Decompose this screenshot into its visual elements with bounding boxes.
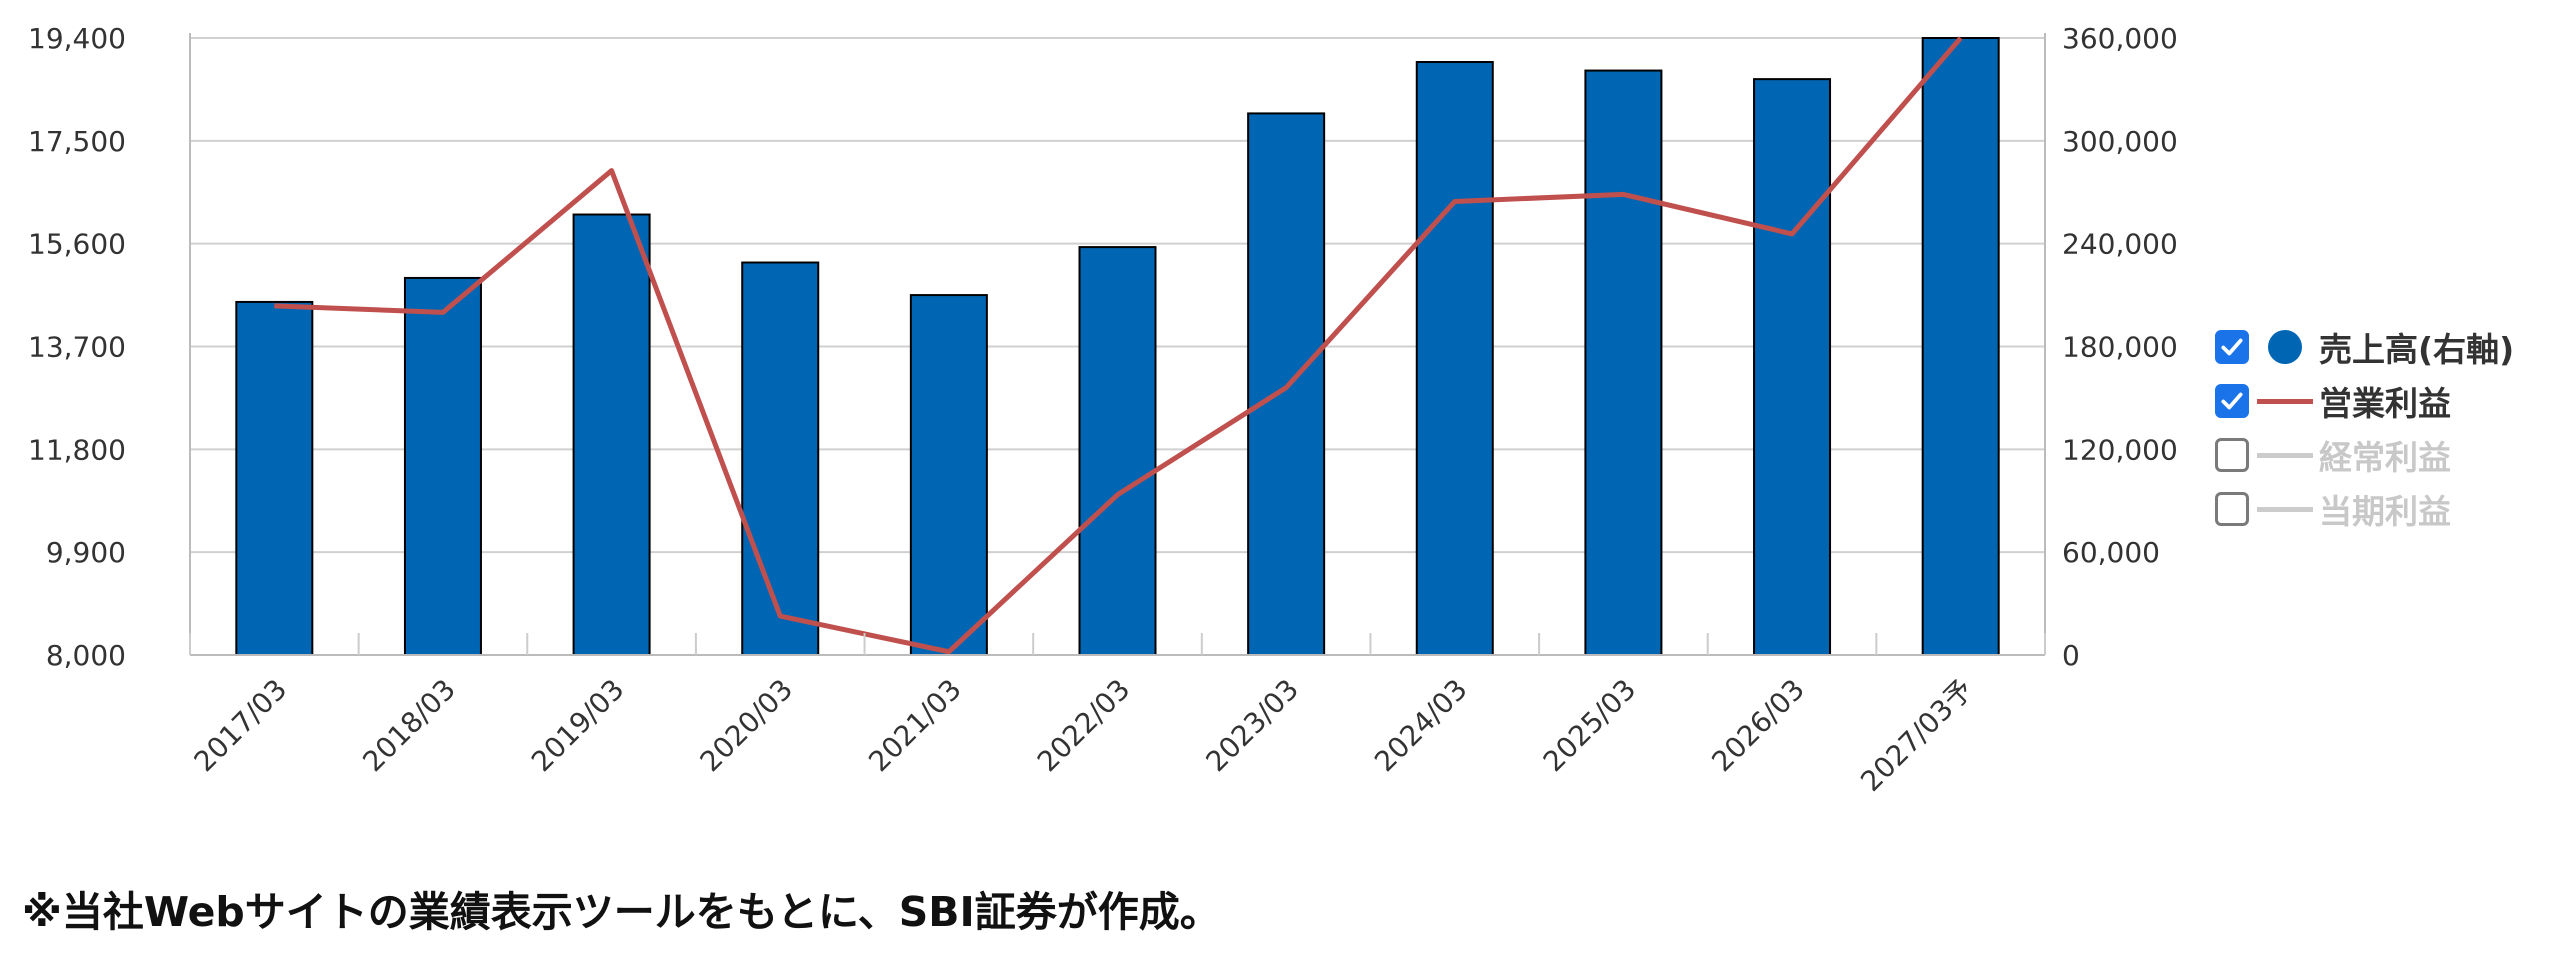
line-marker-icon (2257, 452, 2313, 458)
legend-symbol-ordinary-profit (2257, 438, 2313, 472)
line-marker-icon (2257, 506, 2313, 512)
bar (235, 300, 314, 656)
bar (572, 213, 651, 656)
legend-item-sales[interactable]: 売上高(右軸) (2215, 320, 2514, 374)
bar (403, 276, 482, 656)
legend-label-net-profit: 当期利益 (2319, 492, 2451, 531)
bar (1584, 69, 1663, 656)
legend-checkbox-operating-profit[interactable] (2215, 384, 2249, 418)
right-axis-ticks: 0 60,000 120,000 180,000 240,000 300,000 360,0… (2062, 22, 2178, 672)
legend-item-ordinary-profit[interactable]: 経常利益 (2215, 428, 2514, 482)
circle-marker-icon (2268, 330, 2302, 364)
bar-series-sales (235, 37, 2000, 656)
bar (1415, 60, 1494, 656)
legend-symbol-net-profit (2257, 492, 2313, 526)
left-tick-label: 13,700 (28, 331, 126, 364)
legend-symbol-operating-profit (2257, 384, 2313, 418)
axes (189, 33, 2046, 656)
line-series-operating-profit (274, 36, 1963, 655)
left-tick-label: 8,000 (46, 639, 126, 672)
bar (1921, 37, 2000, 656)
legend-item-operating-profit[interactable]: 営業利益 (2215, 374, 2514, 428)
x-tick-label: 2022/03 (1031, 673, 1137, 779)
x-tick-label: 2017/03 (188, 673, 294, 779)
right-tick-label: 0 (2062, 639, 2080, 672)
legend-label-sales: 売上高(右軸) (2319, 330, 2515, 369)
legend-checkbox-net-profit[interactable] (2215, 492, 2249, 526)
right-tick-label: 180,000 (2062, 331, 2178, 364)
legend-label-ordinary-profit: 経常利益 (2319, 438, 2451, 477)
legend-label-operating-profit: 営業利益 (2319, 384, 2451, 423)
bar (909, 294, 988, 656)
x-tick-label: 2025/03 (1537, 673, 1643, 779)
legend-checkbox-ordinary-profit[interactable] (2215, 438, 2249, 472)
bar (1753, 78, 1832, 656)
line-marker-icon (2257, 398, 2313, 404)
left-tick-label: 11,800 (28, 433, 126, 466)
left-axis-ticks: 8,000 9,900 11,800 13,700 15,600 17,500 19,400 (28, 22, 126, 672)
x-tick-label: 2019/03 (525, 673, 631, 779)
x-tick-label: 2027/03予 (1854, 673, 1979, 798)
x-axis-labels: 2017/03 2018/03 2019/03 2020/03 2021/03 2022/… (188, 673, 1980, 798)
right-tick-label: 240,000 (2062, 228, 2178, 261)
legend-symbol-sales (2257, 330, 2313, 364)
x-tick-label: 2026/03 (1705, 673, 1811, 779)
left-tick-label: 15,600 (28, 228, 126, 261)
chart: 8,000 9,900 11,800 13,700 15,600 17,500 19,400… (28, 22, 2178, 798)
legend-item-net-profit[interactable]: 当期利益 (2215, 482, 2514, 536)
right-tick-label: 120,000 (2062, 433, 2178, 466)
right-tick-label: 60,000 (2062, 536, 2160, 569)
source-caption: ※当社Webサイトの業績表示ツールをもとに、SBI証券が作成。 (22, 888, 1221, 936)
right-tick-label: 300,000 (2062, 125, 2178, 158)
x-tick-label: 2020/03 (694, 673, 800, 779)
legend-checkbox-sales[interactable] (2215, 330, 2249, 364)
left-tick-label: 17,500 (28, 125, 126, 158)
left-tick-label: 9,900 (46, 536, 126, 569)
bar (1078, 246, 1157, 656)
x-tick-label: 2018/03 (356, 673, 462, 779)
x-tick-label: 2024/03 (1368, 673, 1474, 779)
right-tick-label: 360,000 (2062, 22, 2178, 55)
left-tick-label: 19,400 (28, 22, 126, 55)
check-icon (2221, 392, 2243, 410)
x-tick-label: 2021/03 (862, 673, 968, 779)
line-path (274, 36, 1963, 655)
x-tick-label: 2023/03 (1199, 673, 1305, 779)
bar (741, 261, 820, 656)
check-icon (2221, 338, 2243, 356)
legend: 売上高(右軸) 営業利益 経常利益 当期利益 (2215, 320, 2514, 536)
